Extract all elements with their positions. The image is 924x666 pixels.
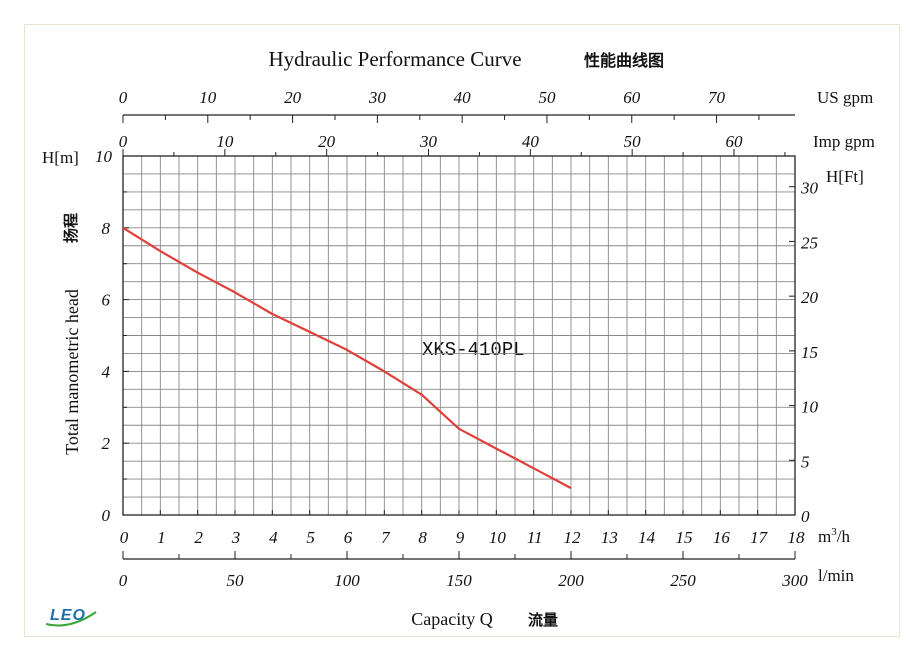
y-tick-label-m: 6 <box>102 291 111 310</box>
x-tick-label-us-gpm: 70 <box>708 88 726 107</box>
x-tick-label-imp-gpm: 10 <box>216 132 234 151</box>
y-tick-label-m: 4 <box>102 362 111 381</box>
m3h-unit: m3/h <box>818 526 850 546</box>
y-tick-label-ft: 20 <box>801 288 819 307</box>
x-tick-label-lmin: 50 <box>227 571 245 590</box>
x-tick-label-us-gpm: 60 <box>623 88 641 107</box>
y-tick-label-ft: 10 <box>801 398 819 417</box>
model-label: XKS-410PL <box>422 339 525 361</box>
chart-frame <box>24 24 900 637</box>
x-tick-label-m3h: 9 <box>456 528 465 547</box>
y-axis-label: Total manometric head <box>62 289 82 455</box>
x-tick-label-m3h: 17 <box>750 528 769 547</box>
x-tick-label-m3h: 8 <box>418 528 427 547</box>
imp-gpm-unit: Imp gpm <box>813 132 875 151</box>
y-tick-label-m: 2 <box>102 434 111 453</box>
x-tick-label-m3h: 13 <box>601 528 618 547</box>
x-axis-label-cn: 流量 <box>528 611 558 629</box>
x-tick-label-m3h: 3 <box>231 528 241 547</box>
y-tick-label-ft: 25 <box>801 233 818 252</box>
x-tick-label-m3h: 11 <box>527 528 543 547</box>
x-tick-label-lmin: 300 <box>781 571 808 590</box>
chart-title-cn: 性能曲线图 <box>584 51 664 70</box>
x-tick-label-m3h: 0 <box>120 528 129 547</box>
x-tick-label-lmin: 250 <box>670 571 696 590</box>
x-tick-label-lmin: 100 <box>334 571 360 590</box>
x-tick-label-lmin: 150 <box>446 571 472 590</box>
x-tick-label-imp-gpm: 50 <box>624 132 642 151</box>
x-tick-label-m3h: 18 <box>788 528 806 547</box>
y-axis-label-cn: 扬程 <box>62 213 80 243</box>
x-tick-label-m3h: 1 <box>157 528 166 547</box>
y-tick-label-ft: 0 <box>801 507 810 526</box>
x-tick-label-imp-gpm: 60 <box>726 132 744 151</box>
x-tick-label-us-gpm: 10 <box>199 88 217 107</box>
x-tick-label-imp-gpm: 20 <box>318 132 336 151</box>
performance-curve <box>122 226 572 490</box>
x-tick-label-m3h: 7 <box>381 528 391 547</box>
x-tick-label-imp-gpm: 40 <box>522 132 540 151</box>
y-unit-left: H[m] <box>42 148 79 167</box>
x-tick-label-lmin: 0 <box>119 571 128 590</box>
y-tick-label-ft: 15 <box>801 343 818 362</box>
us-gpm-unit: US gpm <box>817 88 873 107</box>
x-tick-label-m3h: 16 <box>713 528 731 547</box>
x-tick-label-us-gpm: 50 <box>538 88 556 107</box>
x-tick-label-imp-gpm: 30 <box>419 132 438 151</box>
x-tick-label-imp-gpm: 0 <box>119 132 128 151</box>
x-tick-label-us-gpm: 20 <box>284 88 302 107</box>
x-tick-label-us-gpm: 30 <box>368 88 387 107</box>
x-tick-label-m3h: 10 <box>489 528 507 547</box>
lmin-unit: l/min <box>818 566 854 585</box>
y-tick-label-m: 0 <box>102 506 111 525</box>
chart-title: Hydraulic Performance Curve <box>268 47 521 71</box>
x-tick-label-lmin: 200 <box>558 571 584 590</box>
y-tick-label-ft: 5 <box>801 452 810 471</box>
x-axis-label: Capacity Q <box>411 609 492 629</box>
y-tick-label-m: 8 <box>102 219 111 238</box>
x-tick-label-us-gpm: 40 <box>454 88 472 107</box>
y-unit-right: H[Ft] <box>826 167 864 186</box>
x-tick-label-us-gpm: 0 <box>119 88 128 107</box>
x-tick-label-m3h: 4 <box>269 528 278 547</box>
y-tick-label-m: 10 <box>95 147 113 166</box>
x-tick-label-m3h: 14 <box>638 528 656 547</box>
x-tick-label-m3h: 2 <box>194 528 203 547</box>
y-tick-label-ft: 30 <box>800 179 819 198</box>
x-tick-label-m3h: 15 <box>676 528 693 547</box>
x-tick-label-m3h: 5 <box>306 528 315 547</box>
svg-text:LEO: LEO <box>50 607 86 624</box>
x-tick-label-m3h: 6 <box>344 528 353 547</box>
leo-logo: LEO <box>45 607 97 627</box>
x-tick-label-m3h: 12 <box>564 528 582 547</box>
